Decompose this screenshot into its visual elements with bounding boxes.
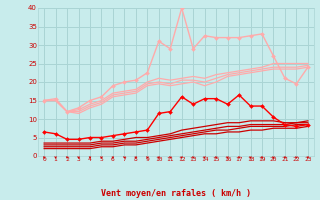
Text: Vent moyen/en rafales ( km/h ): Vent moyen/en rafales ( km/h ) bbox=[101, 189, 251, 198]
